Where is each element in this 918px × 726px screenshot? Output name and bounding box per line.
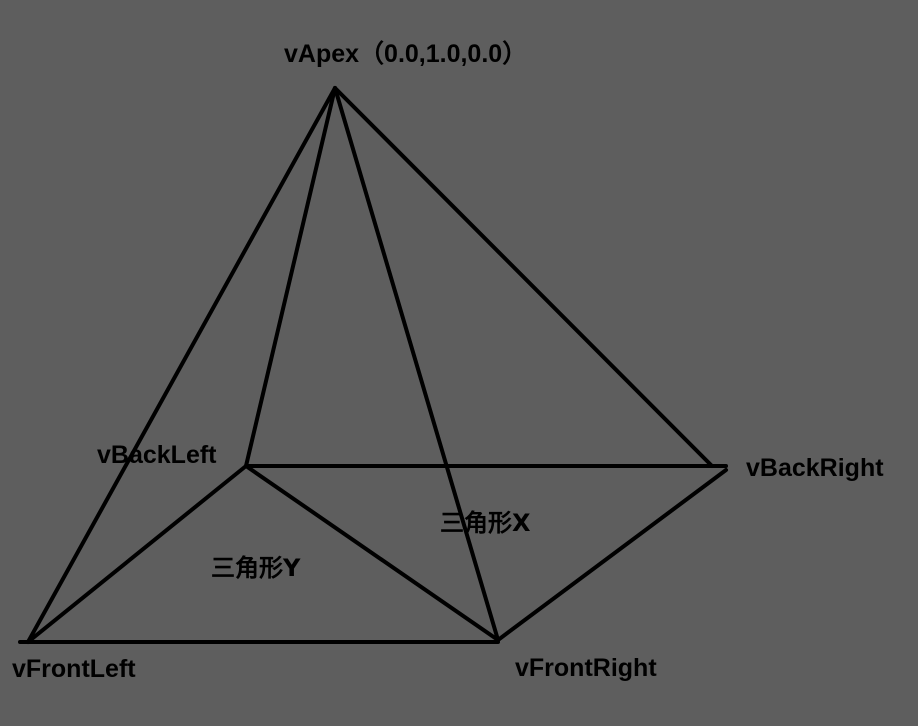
vertex-label-back-right: vBackRight — [746, 454, 884, 482]
edge-apex-front-left — [26, 86, 337, 644]
triangle-label-y: 三角形Y — [211, 554, 301, 582]
vertex-label-back-left: vBackLeft — [97, 441, 217, 469]
edge-back-right-front-right — [496, 468, 728, 642]
edge-apex-front-right — [333, 86, 500, 642]
vertex-label-front-left: vFrontLeft — [12, 655, 136, 683]
triangle-label-x: 三角形X — [440, 509, 531, 537]
edge-apex-back-right — [333, 86, 714, 468]
edge-apex-back-left — [244, 86, 337, 468]
vertex-label-apex: vApex（0.0,1.0,0.0） — [284, 40, 528, 68]
edge-back-left-front-left — [26, 464, 248, 644]
vertex-label-front-right: vFrontRight — [515, 654, 657, 682]
edge-back-left-front-right — [244, 464, 500, 642]
